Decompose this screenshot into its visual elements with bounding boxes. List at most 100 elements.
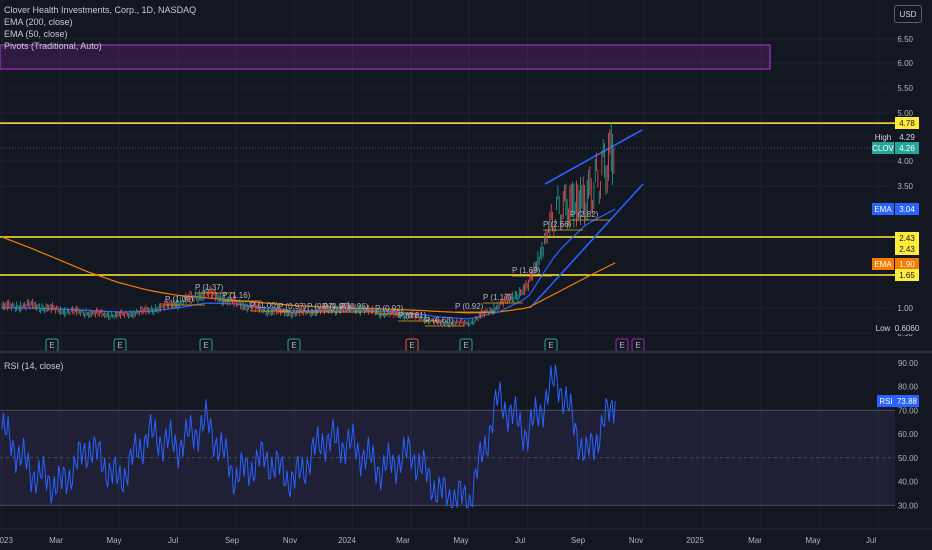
time-tick: May — [805, 536, 820, 545]
price-tag-value: 4.78 — [899, 119, 915, 128]
earnings-marker-label: E — [635, 341, 640, 350]
ema-50-legend[interactable]: EMA (50, close) — [4, 29, 68, 39]
price-tick: 5.50 — [897, 84, 913, 93]
rsi-tick: 60.00 — [898, 430, 919, 439]
ema-200-path — [1, 236, 616, 314]
trendlines — [529, 129, 644, 309]
price-tag-bg — [895, 131, 919, 143]
pivots-legend[interactable]: Pivots (Traditional, Auto) — [4, 41, 102, 51]
earnings-marker-label: E — [203, 341, 208, 350]
price-tag-bg — [895, 269, 919, 281]
time-tick: 2023 — [0, 536, 13, 545]
time-tick: Nov — [283, 536, 297, 545]
rsi-tag-value: 73.88 — [897, 397, 918, 406]
time-tick: May — [106, 536, 121, 545]
pivot-label: P (0.97) — [322, 302, 351, 311]
price-tag-value: 4.29 — [899, 133, 915, 142]
pivot-label: P (1.00) — [250, 301, 279, 310]
price-tag-label-bg — [872, 203, 894, 215]
pivot-label: P (1.69) — [512, 266, 541, 275]
pivot-label: P (1.37) — [195, 283, 224, 292]
pivot-label: P (0.92) — [455, 302, 484, 311]
earnings-marker-label: E — [619, 341, 624, 350]
rsi-tick: 30.00 — [898, 501, 919, 510]
price-tag-value: 3.04 — [899, 205, 915, 214]
pivot-label: P (0.97) — [278, 302, 307, 311]
price-tick: 1.00 — [897, 304, 913, 313]
rsi-tick: 70.00 — [898, 406, 919, 415]
earnings-marker-label: E — [49, 341, 54, 350]
earnings-marker-label: E — [291, 341, 296, 350]
time-tick: 2025 — [686, 536, 704, 545]
price-tag-label-bg — [872, 322, 894, 334]
price-tag-value: 0.6060 — [895, 324, 920, 333]
rsi-pane — [0, 364, 895, 509]
time-tick: Nov — [629, 536, 643, 545]
channel-upper-line — [544, 129, 643, 185]
ema-200-line — [1, 236, 616, 314]
price-tag-bg — [895, 142, 919, 154]
horizontal-levels — [0, 122, 895, 276]
rsi-line — [1, 364, 616, 509]
price-tick: 5.00 — [897, 109, 913, 118]
pivot-label: P (0.81) — [398, 311, 427, 320]
time-axis[interactable]: 2023 Mar May Jul Sep Nov 2024 Mar May Jul Sep Nov 20… — [0, 528, 932, 545]
time-tick: Mar — [49, 536, 63, 545]
time-tick: Mar — [396, 536, 410, 545]
channel-lower-line — [529, 183, 644, 309]
price-tag-label-bg — [872, 142, 894, 154]
rsi-axis[interactable]: 90.00 80.00 70.00 60.00 50.00 40.00 30.00 RSI 73… — [877, 359, 919, 511]
symbol-title[interactable]: Clover Health Investments, Corp., 1D, NA… — [4, 5, 197, 15]
price-tag-label: Low — [876, 324, 891, 333]
price-tick: 4.00 — [897, 157, 913, 166]
price-tag-label: High — [875, 133, 891, 142]
currency-button[interactable]: USD — [894, 5, 922, 23]
price-tick: 3.50 — [897, 182, 913, 191]
price-tag-bg — [895, 117, 919, 129]
resistance-zone — [0, 44, 771, 70]
rsi-tick: 90.00 — [898, 359, 919, 368]
pivot-labels: P (1.09)P (1.37)P (1.16)P (1.00) P (0.97)… — [165, 210, 610, 327]
rsi-tag-bg — [895, 395, 919, 408]
price-tag-bg — [895, 322, 919, 334]
time-tick: Jul — [866, 536, 876, 545]
price-tag-label: EMA — [874, 205, 892, 214]
earnings-marker-label: E — [117, 341, 122, 350]
rsi-tick: 80.00 — [898, 383, 919, 392]
rsi-tick: 40.00 — [898, 478, 919, 487]
rsi-legend[interactable]: RSI (14, close) — [4, 361, 64, 371]
price-tag-value: 1.65 — [899, 271, 915, 280]
earnings-marker-label: E — [548, 341, 553, 350]
time-tick: 2024 — [338, 536, 356, 545]
price-tag-value: 2.43 — [899, 245, 915, 254]
price-tag-bg — [895, 243, 919, 255]
time-tick: Jul — [515, 536, 525, 545]
pivot-label: P (0.68) — [425, 316, 454, 325]
rsi-tick: 50.00 — [898, 454, 919, 463]
price-tag-bg — [895, 203, 919, 215]
pivot-label: P (2.66) — [543, 220, 572, 229]
price-tag-value: 4.26 — [899, 144, 915, 153]
time-tick: Jul — [168, 536, 178, 545]
pivot-label: P (1.17) — [483, 293, 512, 302]
earnings-marker-label: E — [463, 341, 468, 350]
earnings-marker-label: E — [409, 341, 414, 350]
pivot-label: P (0.92) — [375, 304, 404, 313]
pivot-label: P (1.09) — [165, 295, 194, 304]
pivot-label: P (0.97) — [307, 302, 336, 311]
time-tick: Mar — [748, 536, 762, 545]
price-axis[interactable]: 6.506.005.505.004.504.003.501.000.504.78… — [872, 35, 920, 338]
price-tick: 6.50 — [897, 35, 913, 44]
ema-200-legend[interactable]: EMA (200, close) — [4, 17, 73, 27]
price-candles — [1, 122, 615, 328]
price-tag-value: 1.90 — [899, 260, 915, 269]
time-tick: Sep — [571, 536, 586, 545]
price-tag-label-bg — [872, 131, 894, 143]
price-tick: 6.00 — [897, 59, 913, 68]
price-tag-bg — [895, 232, 919, 244]
indicator-legend: Clover Health Investments, Corp., 1D, NA… — [4, 4, 196, 52]
price-tag-label: CLOV — [872, 144, 894, 153]
rsi-tag-label: RSI — [879, 397, 892, 406]
